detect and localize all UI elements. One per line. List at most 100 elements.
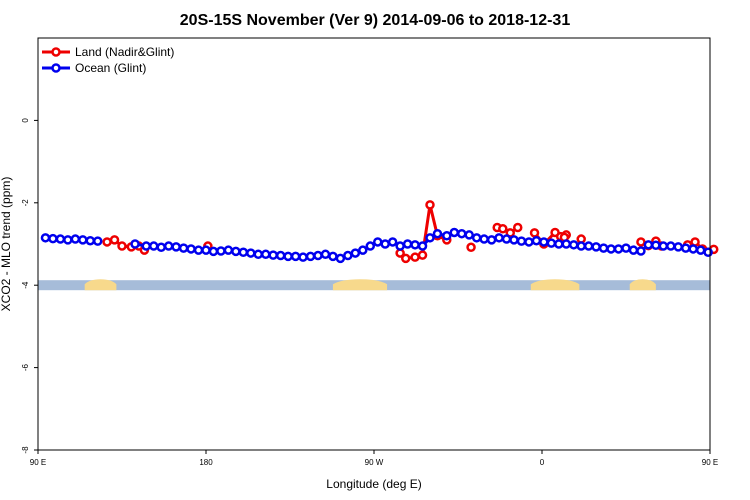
data-point <box>223 245 234 255</box>
data-point <box>509 235 519 245</box>
legend-ocean-label: Ocean (Glint) <box>75 61 146 75</box>
data-point <box>512 222 523 233</box>
data-point <box>606 244 616 254</box>
data-point <box>466 242 476 253</box>
data-point <box>358 245 368 255</box>
data-point <box>516 236 527 246</box>
legend-land-label: Land (Nadir&Glint) <box>75 45 174 59</box>
y-tick-label: -8 <box>21 446 30 454</box>
data-point <box>651 240 661 250</box>
land-segment-0 <box>84 279 117 291</box>
x-tick-label: 90 E <box>702 458 718 467</box>
data-point <box>328 251 338 262</box>
data-point <box>178 243 189 253</box>
data-point <box>531 235 542 246</box>
data-point <box>643 240 654 250</box>
data-point <box>464 230 474 240</box>
land-segment-2 <box>530 279 580 291</box>
x-tick-label: 0 <box>540 458 545 467</box>
data-point <box>275 250 286 261</box>
data-point <box>395 241 405 251</box>
data-point <box>479 234 489 244</box>
data-point <box>63 235 73 245</box>
data-point <box>246 248 256 258</box>
data-point <box>613 244 624 254</box>
data-point <box>350 248 361 258</box>
data-point <box>283 251 293 262</box>
data-point <box>494 233 504 243</box>
data-point <box>554 239 564 249</box>
data-point <box>55 234 66 244</box>
data-point <box>524 237 534 247</box>
x-axis-label: Longitude (deg E) <box>326 477 421 491</box>
legend: Land (Nadir&Glint) Ocean (Glint) <box>42 45 174 75</box>
data-point <box>636 246 646 256</box>
data-point <box>305 251 316 262</box>
data-point <box>343 250 353 261</box>
data-point <box>253 249 264 260</box>
data-point <box>410 252 420 262</box>
data-point <box>666 241 676 251</box>
data-point <box>583 241 594 251</box>
data-point <box>109 235 120 245</box>
data-point <box>260 249 271 260</box>
data-point <box>546 238 557 248</box>
y-tick-label: 0 <box>21 118 30 123</box>
data-point <box>695 245 706 255</box>
data-point <box>417 250 428 260</box>
data-point <box>163 241 174 251</box>
data-point <box>410 240 420 250</box>
y-tick-label: -2 <box>21 199 30 207</box>
data-point <box>85 235 96 246</box>
data-point <box>216 246 226 256</box>
data-point <box>442 231 452 241</box>
data-point <box>70 234 81 244</box>
legend-ocean-marker <box>51 63 61 73</box>
y-axis: 0 -2 -4 -6 -8 <box>21 118 38 454</box>
y-tick-label: -4 <box>21 281 30 289</box>
data-point <box>231 246 241 257</box>
data-point <box>402 239 413 249</box>
data-point <box>148 241 159 251</box>
data-point <box>449 227 460 238</box>
data-point <box>380 239 390 249</box>
data-point <box>486 235 497 245</box>
data-point <box>703 247 713 257</box>
chart-title: 20S-15S November (Ver 9) 2014-09-06 to 2… <box>180 12 571 29</box>
data-point <box>320 249 331 260</box>
data-point <box>40 233 51 243</box>
data-point <box>102 237 112 247</box>
data-point <box>298 252 308 262</box>
series-layer <box>40 200 719 264</box>
data-point <box>688 244 698 254</box>
data-point <box>201 245 211 255</box>
land-ocean-strip <box>38 279 710 291</box>
data-point <box>313 250 323 261</box>
x-axis: 90 E 180 90 W 0 90 E <box>30 450 718 467</box>
data-point <box>400 253 411 264</box>
data-point <box>335 253 346 264</box>
data-point <box>365 241 376 251</box>
x-tick-label: 90 W <box>365 458 384 467</box>
data-point <box>628 245 639 255</box>
data-point <box>456 228 467 239</box>
data-point <box>561 239 572 249</box>
y-axis-label: XCO2 - MLO trend (ppm) <box>0 177 13 312</box>
data-point <box>432 228 443 239</box>
data-point <box>417 241 428 251</box>
data-point <box>425 233 435 243</box>
land-segment-1 <box>332 279 388 291</box>
data-point <box>636 237 646 247</box>
data-point <box>598 243 609 253</box>
data-point <box>156 242 166 253</box>
data-point <box>186 244 196 254</box>
data-point <box>498 224 508 234</box>
data-point <box>78 235 88 245</box>
data-point <box>621 243 631 253</box>
y-tick-label: -6 <box>21 363 30 371</box>
data-point <box>130 239 140 249</box>
data-point <box>238 247 249 257</box>
data-point <box>425 200 435 210</box>
x-tick-label: 180 <box>199 458 213 467</box>
